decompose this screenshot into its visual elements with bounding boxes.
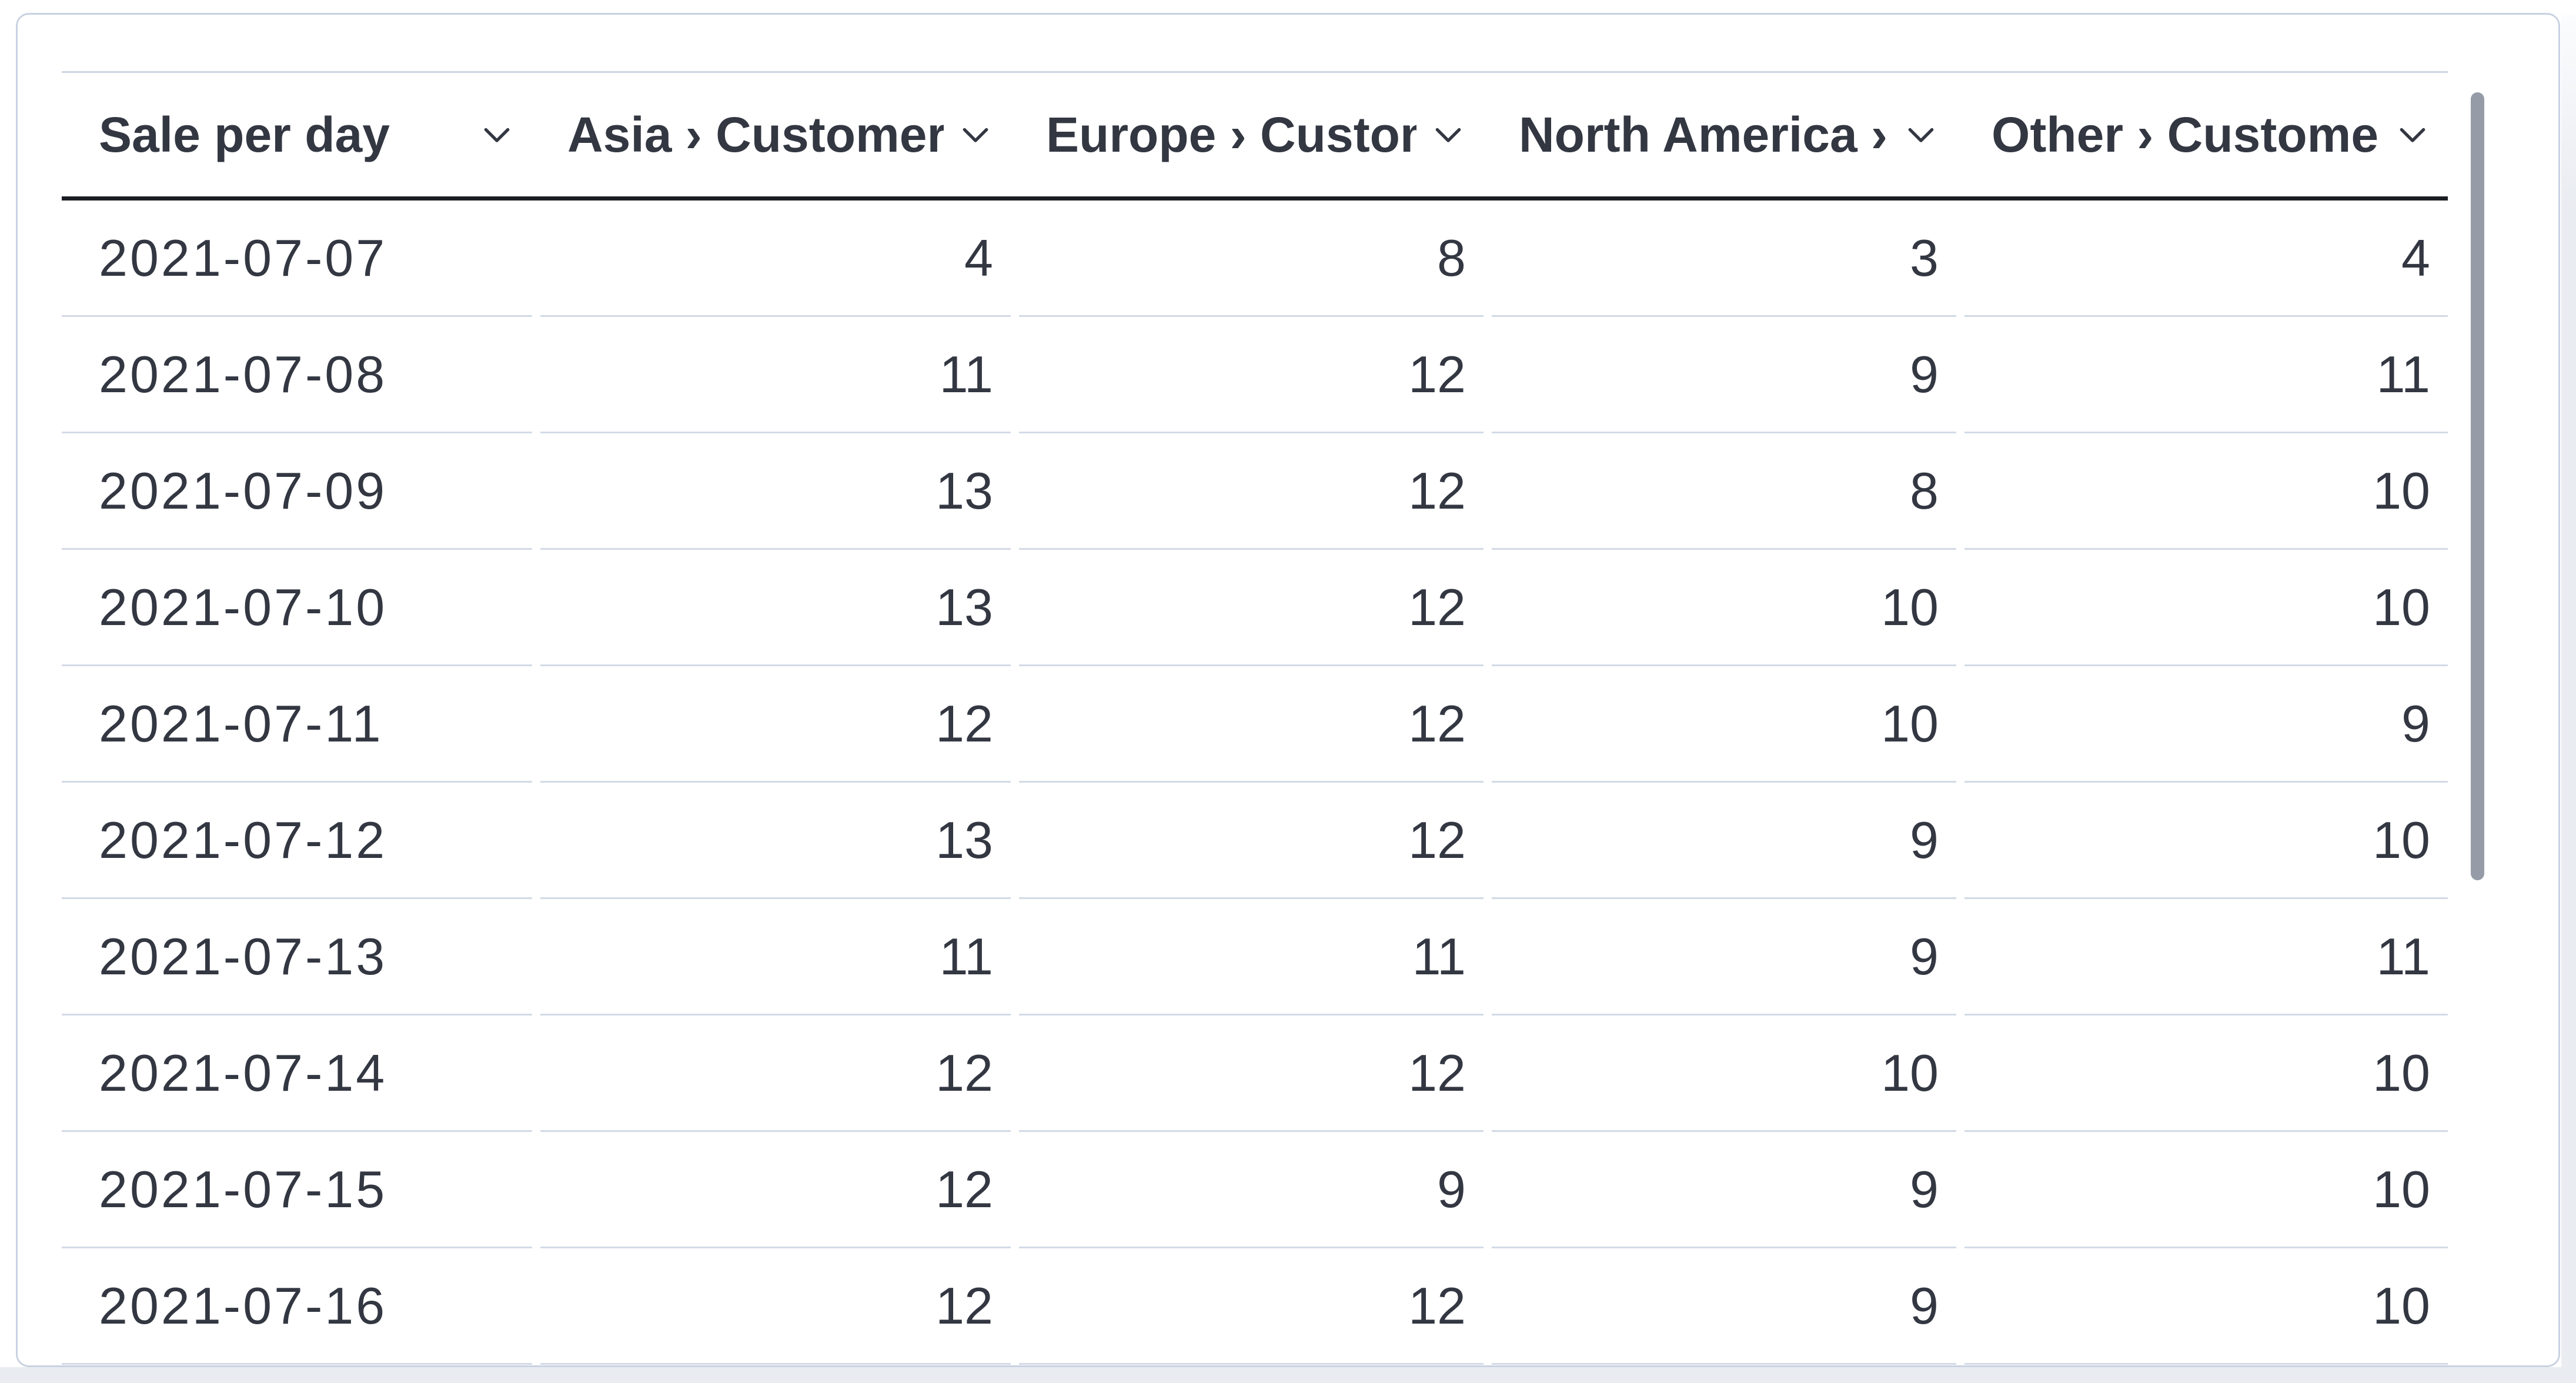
column-header-asia[interactable]: Asia › Customers <box>540 73 1011 196</box>
vertical-scrollbar-thumb[interactable] <box>2471 92 2484 880</box>
date-cell: 2021-07-13 <box>62 899 532 1015</box>
value-cell: 12 <box>1019 433 1484 550</box>
value-cell: 3 <box>1492 201 1956 317</box>
value-cell: 9 <box>1964 666 2448 783</box>
value-cell: 4 <box>540 201 1011 317</box>
value-cell: 13 <box>540 433 1011 550</box>
value-cell: 11 <box>1019 899 1484 1015</box>
value-cell: 12 <box>1019 1248 1484 1365</box>
value-cell: 10 <box>1964 1248 2448 1365</box>
value-cell: 11 <box>1964 899 2448 1015</box>
date-cell: 2021-07-08 <box>62 317 532 433</box>
table-body: 2021-07-07 4 8 3 4 2021-07-08 11 12 9 11 2021-07-0… <box>62 201 2448 1365</box>
table-row: 2021-07-10 13 12 10 10 <box>62 550 2448 666</box>
date-cell: 2021-07-15 <box>62 1132 532 1248</box>
value-cell: 8 <box>1019 201 1484 317</box>
table-row: 2021-07-12 13 12 9 10 <box>62 783 2448 899</box>
table-row: 2021-07-08 11 12 9 11 <box>62 317 2448 433</box>
outer-background-right <box>2561 15 2576 1383</box>
table-row: 2021-07-11 12 12 10 9 <box>62 666 2448 783</box>
value-cell: 10 <box>1964 783 2448 899</box>
column-header-north-america[interactable]: North America › Customers <box>1492 73 1956 196</box>
value-cell: 9 <box>1492 317 1956 433</box>
column-header-europe[interactable]: Europe › Customers <box>1019 73 1484 196</box>
value-cell: 10 <box>1964 550 2448 666</box>
column-header-other[interactable]: Other › Customers <box>1964 73 2448 196</box>
datatable-panel: Sale per day Asia › Customers Europe › C… <box>16 13 2560 1367</box>
outer-background-bottom <box>0 1367 2576 1383</box>
column-header-label: North America › Customers <box>1519 106 1889 162</box>
value-cell: 9 <box>1492 899 1956 1015</box>
table-header-row: Sale per day Asia › Customers Europe › C… <box>62 71 2448 201</box>
value-cell: 10 <box>1964 1132 2448 1248</box>
date-cell: 2021-07-09 <box>62 433 532 550</box>
value-cell: 9 <box>1492 783 1956 899</box>
value-cell: 9 <box>1492 1132 1956 1248</box>
column-header-label: Sale per day <box>99 106 390 162</box>
date-cell: 2021-07-10 <box>62 550 532 666</box>
data-table: Sale per day Asia › Customers Europe › C… <box>62 71 2448 1365</box>
value-cell: 10 <box>1492 550 1956 666</box>
table-row: 2021-07-07 4 8 3 4 <box>62 201 2448 317</box>
value-cell: 12 <box>1019 317 1484 433</box>
value-cell: 10 <box>1964 1015 2448 1132</box>
table-row: 2021-07-16 12 12 9 10 <box>62 1248 2448 1365</box>
value-cell: 12 <box>1019 666 1484 783</box>
column-header-label: Europe › Customers <box>1046 106 1416 162</box>
date-cell: 2021-07-11 <box>62 666 532 783</box>
value-cell: 4 <box>1964 201 2448 317</box>
chevron-down-icon <box>1902 116 1940 153</box>
column-header-label: Asia › Customers <box>567 106 944 162</box>
value-cell: 12 <box>540 1015 1011 1132</box>
value-cell: 11 <box>540 317 1011 433</box>
value-cell: 12 <box>1019 550 1484 666</box>
table-row: 2021-07-14 12 12 10 10 <box>62 1015 2448 1132</box>
value-cell: 11 <box>540 899 1011 1015</box>
table-row: 2021-07-13 11 11 9 11 <box>62 899 2448 1015</box>
value-cell: 12 <box>540 1132 1011 1248</box>
value-cell: 13 <box>540 783 1011 899</box>
table-row: 2021-07-15 12 9 9 10 <box>62 1132 2448 1248</box>
value-cell: 12 <box>540 666 1011 783</box>
date-cell: 2021-07-14 <box>62 1015 532 1132</box>
value-cell: 12 <box>1019 1015 1484 1132</box>
date-cell: 2021-07-12 <box>62 783 532 899</box>
table-row: 2021-07-09 13 12 8 10 <box>62 433 2448 550</box>
value-cell: 13 <box>540 550 1011 666</box>
value-cell: 12 <box>540 1248 1011 1365</box>
value-cell: 10 <box>1492 666 1956 783</box>
chevron-down-icon <box>1429 116 1467 153</box>
value-cell: 10 <box>1492 1015 1956 1132</box>
value-cell: 11 <box>1964 317 2448 433</box>
column-header-date[interactable]: Sale per day <box>62 73 532 196</box>
value-cell: 9 <box>1492 1248 1956 1365</box>
date-cell: 2021-07-16 <box>62 1248 532 1365</box>
value-cell: 12 <box>1019 783 1484 899</box>
date-cell: 2021-07-07 <box>62 201 532 317</box>
chevron-down-icon <box>2394 116 2431 153</box>
value-cell: 9 <box>1019 1132 1484 1248</box>
value-cell: 8 <box>1492 433 1956 550</box>
chevron-down-icon <box>957 116 994 153</box>
chevron-down-icon <box>478 116 516 153</box>
value-cell: 10 <box>1964 433 2448 550</box>
column-header-label: Other › Customers <box>1992 106 2381 162</box>
